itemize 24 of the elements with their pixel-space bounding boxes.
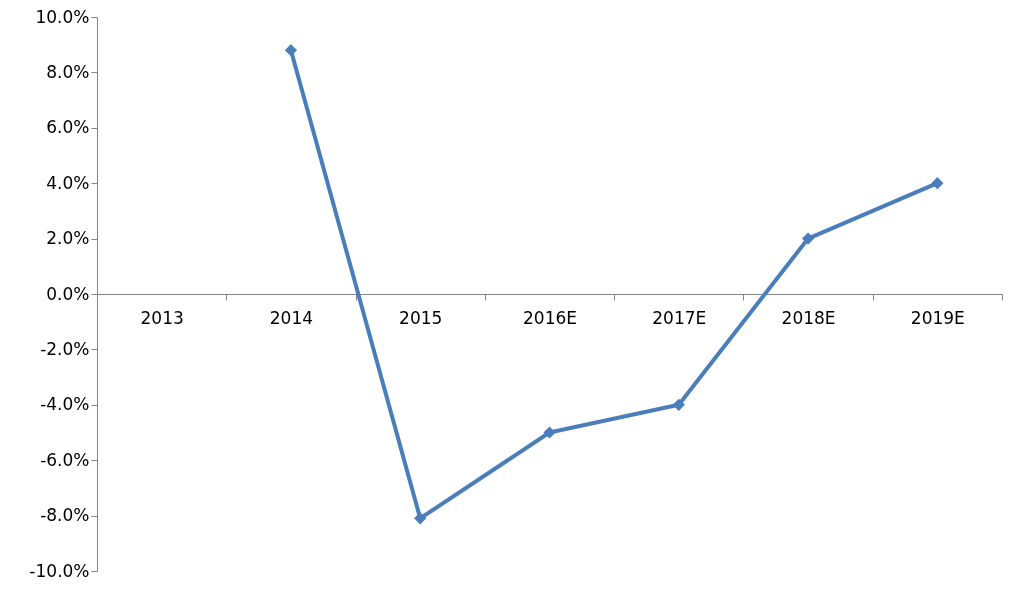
x-tick-label: 2014: [269, 307, 314, 328]
y-tick-label: 4.0%: [46, 172, 90, 193]
y-tick-label: 6.0%: [46, 117, 90, 138]
x-tick-label: 2016E: [522, 307, 578, 328]
x-tick-label: 2017E: [652, 307, 707, 328]
y-tick-label: -2.0%: [40, 338, 90, 359]
y-tick-label: 0.0%: [46, 283, 90, 304]
y-tick-label: -6.0%: [40, 449, 90, 470]
x-tick-label: 2018E: [781, 307, 836, 328]
y-tick-label: 8.0%: [46, 61, 90, 82]
y-tick-label: -10.0%: [29, 560, 90, 581]
x-tick-label: 2013: [140, 307, 184, 328]
y-tick-label: 2.0%: [46, 228, 90, 249]
point: [543, 426, 556, 439]
y-tick-label: 10.0%: [35, 6, 90, 27]
x-tick-label: 2019E: [910, 307, 965, 328]
point: [672, 398, 685, 411]
point: [414, 512, 427, 525]
point: [284, 44, 298, 57]
y-tick-label: -4.0%: [40, 394, 90, 415]
x-tick-label: 2015: [399, 307, 443, 328]
y-tick-label: -8.0%: [40, 505, 90, 526]
point: [801, 232, 815, 245]
point: [931, 177, 944, 190]
